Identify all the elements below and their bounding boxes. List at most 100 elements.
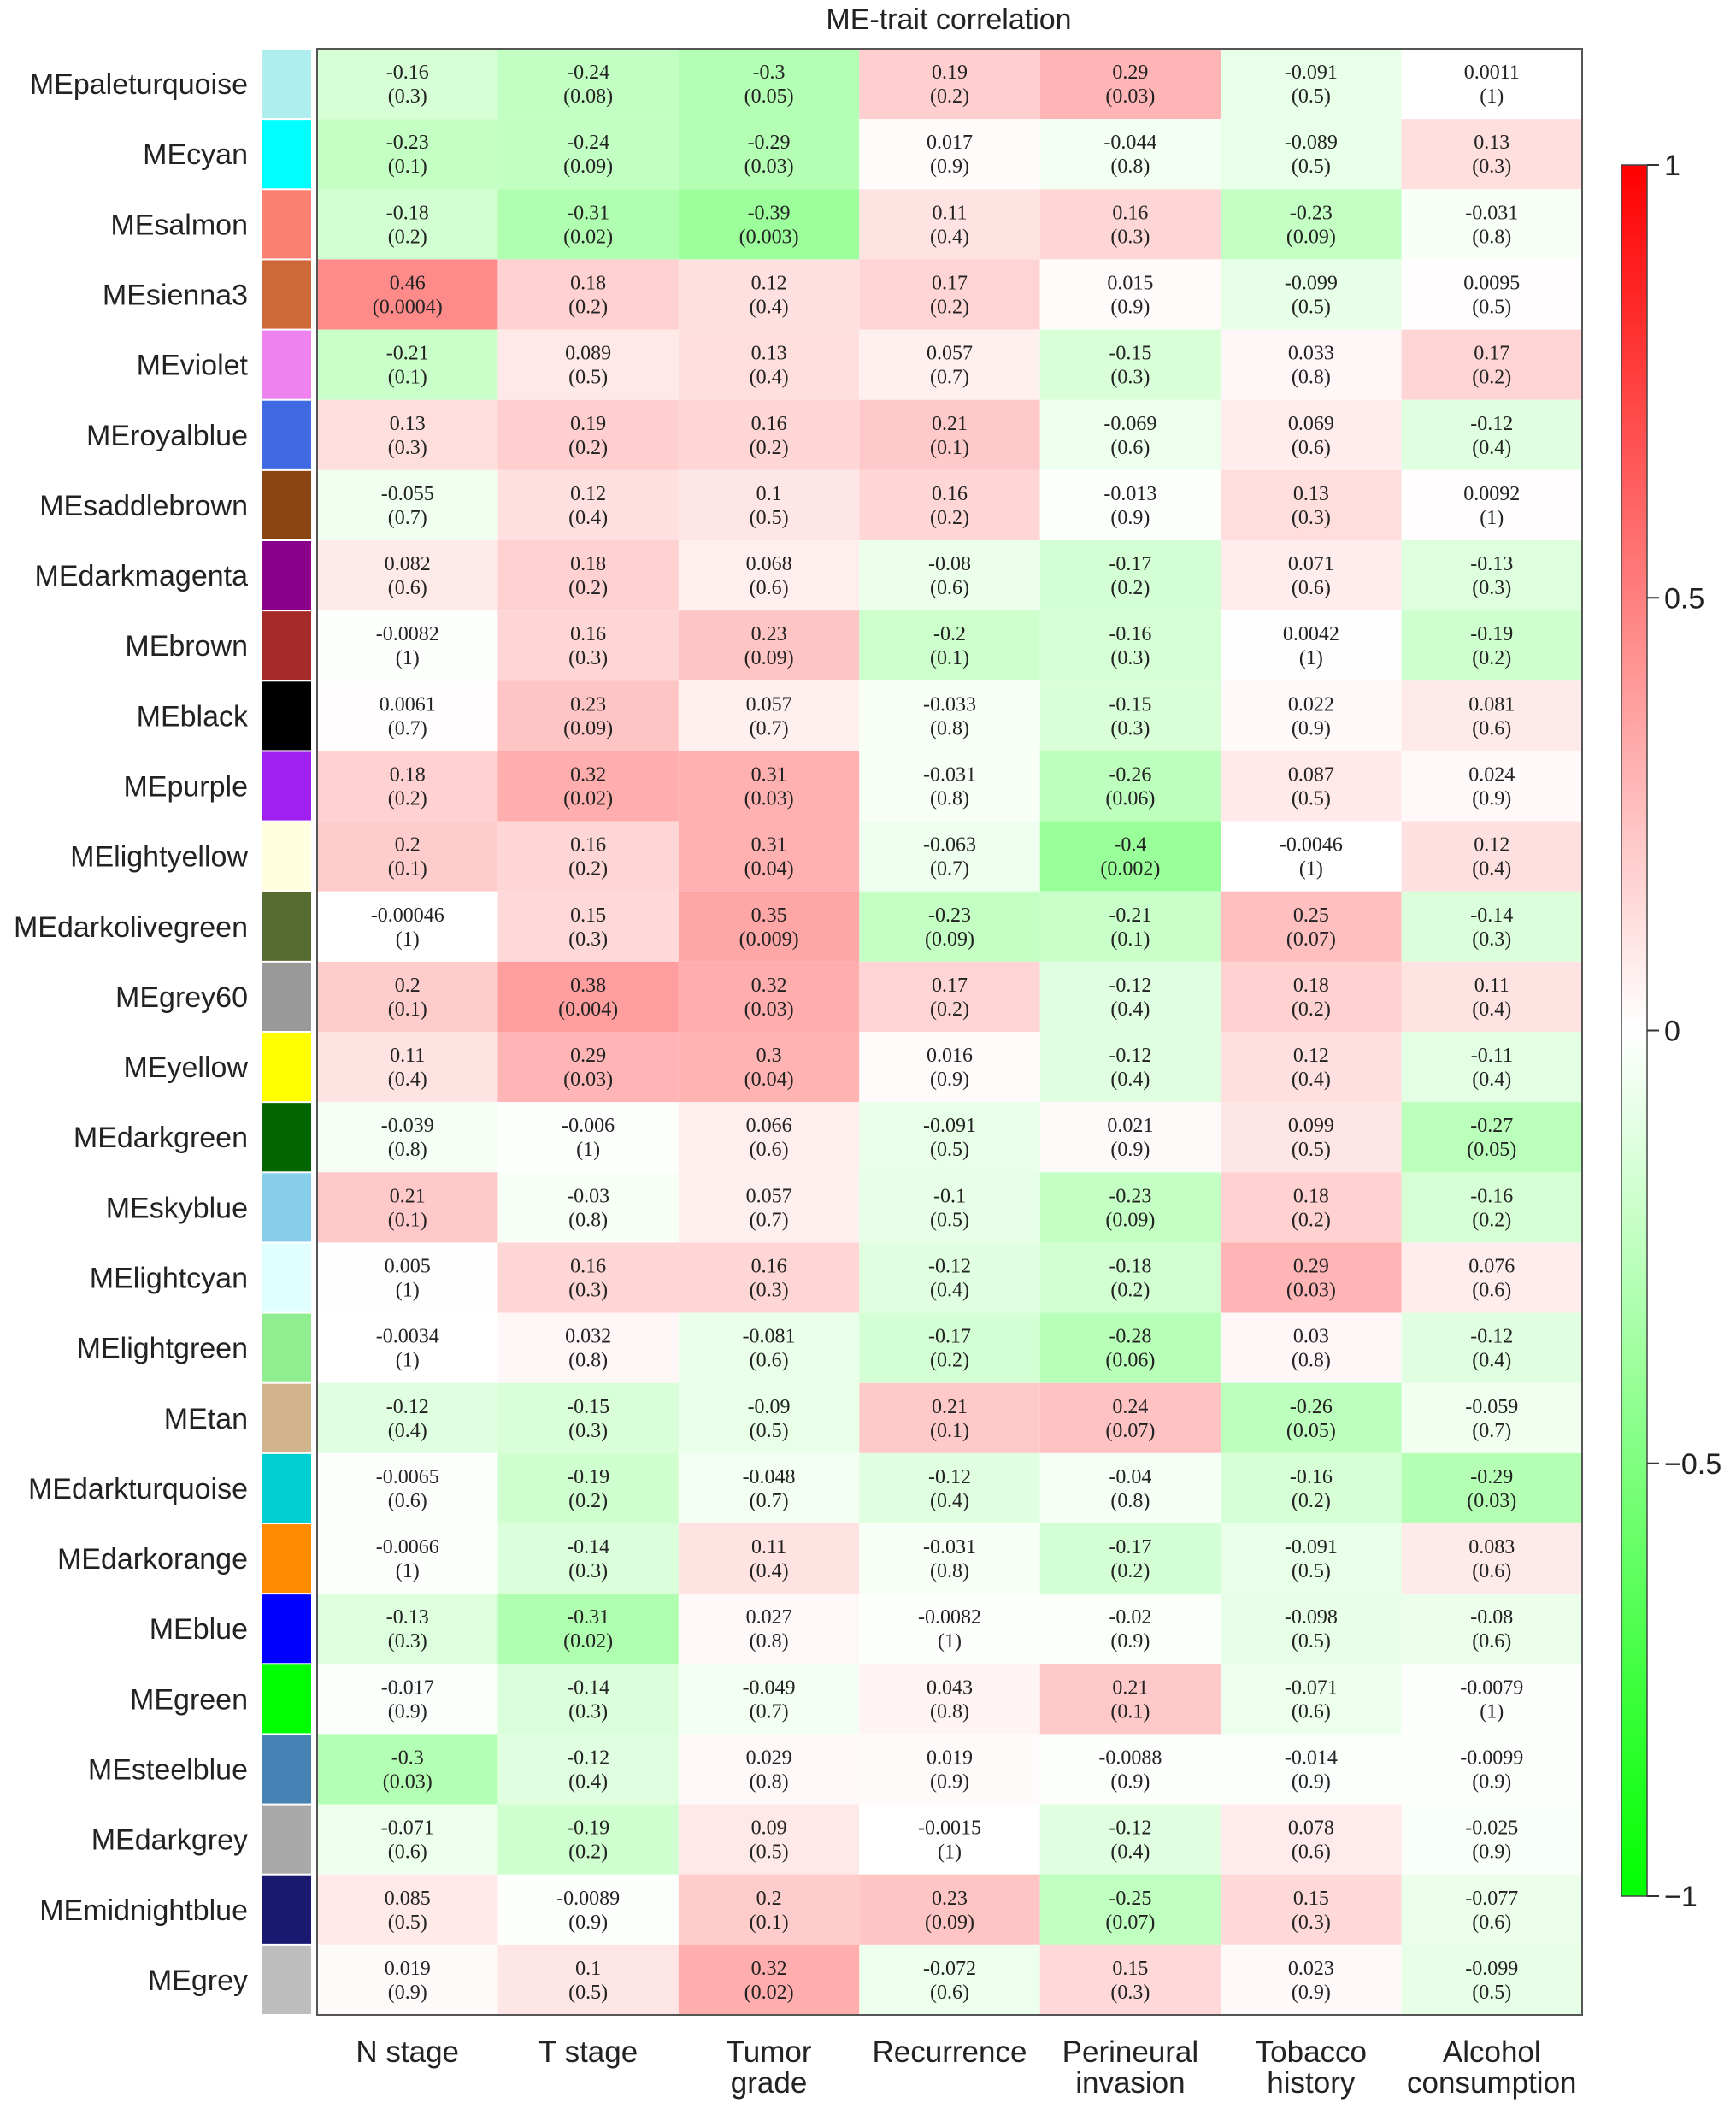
heatmap-cell [1401,1382,1582,1453]
heatmap-cell [1401,1452,1582,1523]
cell-correlation: -0.049 [743,1676,796,1699]
cell-correlation: 0.09 [751,1817,787,1840]
cell-pvalue: (0.3) [568,1700,608,1723]
heatmap-cell [1039,259,1221,330]
cell-pvalue: (0.9) [1110,1139,1150,1161]
cell-correlation: 0.38 [570,975,606,997]
cell-pvalue: (0.03) [1105,85,1155,108]
heatmap-cell [317,119,498,190]
cell-correlation: 0.16 [751,1256,787,1278]
cell-pvalue: (0.009) [739,928,799,951]
cell-pvalue: (0.5) [1292,1560,1331,1582]
cell-pvalue: (0.02) [744,1982,794,2004]
cell-correlation: -0.017 [381,1676,434,1699]
cell-correlation: -0.077 [1465,1888,1518,1910]
cell-correlation: 0.043 [927,1676,973,1699]
cell-pvalue: (0.2) [930,85,969,108]
cell-correlation: -0.17 [1109,553,1151,575]
color-scale-bar [1621,164,1648,1897]
cell-correlation: -0.28 [1109,1326,1151,1348]
heatmap-cell [859,329,1040,400]
cell-correlation: 0.16 [570,623,606,645]
cell-correlation: 0.0092 [1463,483,1520,505]
heatmap-cell [497,1804,679,1875]
cell-correlation: -0.072 [923,1958,976,1980]
cell-correlation: 0.16 [1112,202,1148,224]
cell-correlation: 0.082 [385,553,431,575]
cell-correlation: -0.0066 [376,1536,439,1558]
heatmap-cell [1039,891,1221,962]
cell-pvalue: (0.7) [1472,1420,1511,1442]
cell-correlation: -0.069 [1103,413,1156,435]
cell-correlation: 0.0095 [1463,273,1520,295]
cell-correlation: -0.14 [1470,904,1513,927]
heatmap-cell [678,1664,860,1735]
cell-pvalue: (0.7) [750,1209,789,1231]
cell-correlation: -0.16 [1109,623,1151,645]
cell-correlation: 0.17 [932,975,968,997]
cell-pvalue: (0.6) [1292,437,1331,459]
heatmap-cell [1039,610,1221,681]
heatmap-cell [1401,610,1582,681]
cell-correlation: 0.21 [1112,1676,1148,1699]
heatmap-cell [497,751,679,822]
heatmap-cell [859,1032,1040,1103]
cell-correlation: 0.23 [570,693,606,716]
cell-correlation: 0.15 [1112,1958,1148,1980]
cell-correlation: -0.23 [928,904,971,927]
cell-pvalue: (0.2) [568,437,608,459]
module-color-megrey60 [262,962,311,1031]
cell-pvalue: (0.07) [1286,928,1336,951]
heatmap-cell [859,1382,1040,1453]
heatmap-cell [678,540,860,611]
heatmap-cell [678,119,860,190]
cell-correlation: -0.044 [1103,132,1156,154]
cell-pvalue: (0.03) [1286,1280,1336,1302]
heatmap-cell [678,821,860,892]
cell-pvalue: (1) [576,1139,600,1161]
heatmap-cell [497,680,679,751]
cell-pvalue: (1) [396,928,420,951]
cell-pvalue: (0.4) [1110,999,1150,1021]
cell-pvalue: (0.8) [1292,367,1331,389]
heatmap-cell [859,1734,1040,1805]
cell-pvalue: (0.2) [1472,367,1511,389]
cell-pvalue: (0.02) [563,1630,613,1652]
heatmap-cell [497,1172,679,1243]
cell-correlation: 0.32 [570,764,606,786]
heatmap-cell [1221,49,1402,120]
heatmap-cell [1401,1664,1582,1735]
cell-pvalue: (0.3) [1472,156,1511,178]
heatmap-cell [678,259,860,330]
row-label-meblack: MEblack [137,700,249,733]
heatmap-cell [1401,49,1582,120]
cell-pvalue: (0.6) [750,1139,789,1161]
cell-pvalue: (0.1) [930,1420,969,1442]
cell-pvalue: (0.04) [744,858,794,881]
heatmap-cell [1221,119,1402,190]
cell-correlation: -0.16 [1470,1185,1513,1207]
cell-correlation: -0.055 [381,483,434,505]
cell-pvalue: (0.09) [1286,226,1336,248]
cell-correlation: 0.32 [751,1958,787,1980]
heatmap-cell [1039,1594,1221,1664]
cell-correlation: -0.12 [1109,1817,1151,1840]
heatmap-cell [317,1312,498,1383]
heatmap-cell [859,1523,1040,1594]
cell-pvalue: (0.8) [1110,1490,1150,1512]
cell-pvalue: (0.3) [388,1630,427,1652]
cell-correlation: 0.29 [570,1045,606,1067]
cell-correlation: -0.12 [567,1747,609,1770]
heatmap-cell [497,1312,679,1383]
heatmap-cell [678,1242,860,1313]
heatmap-cell [678,1452,860,1523]
cell-pvalue: (1) [1480,85,1504,108]
cell-pvalue: (0.9) [1292,1982,1331,2004]
heatmap-cells: -0.16(0.3)-0.24(0.08)-0.3(0.05)0.19(0.2)… [317,49,1582,2015]
heatmap-cell [317,259,498,330]
module-color-mepurple [262,751,311,821]
cell-pvalue: (0.7) [750,717,789,739]
cell-correlation: 0.057 [746,693,792,716]
cell-correlation: 0.1 [575,1958,601,1980]
cell-correlation: 0.17 [1474,343,1509,365]
